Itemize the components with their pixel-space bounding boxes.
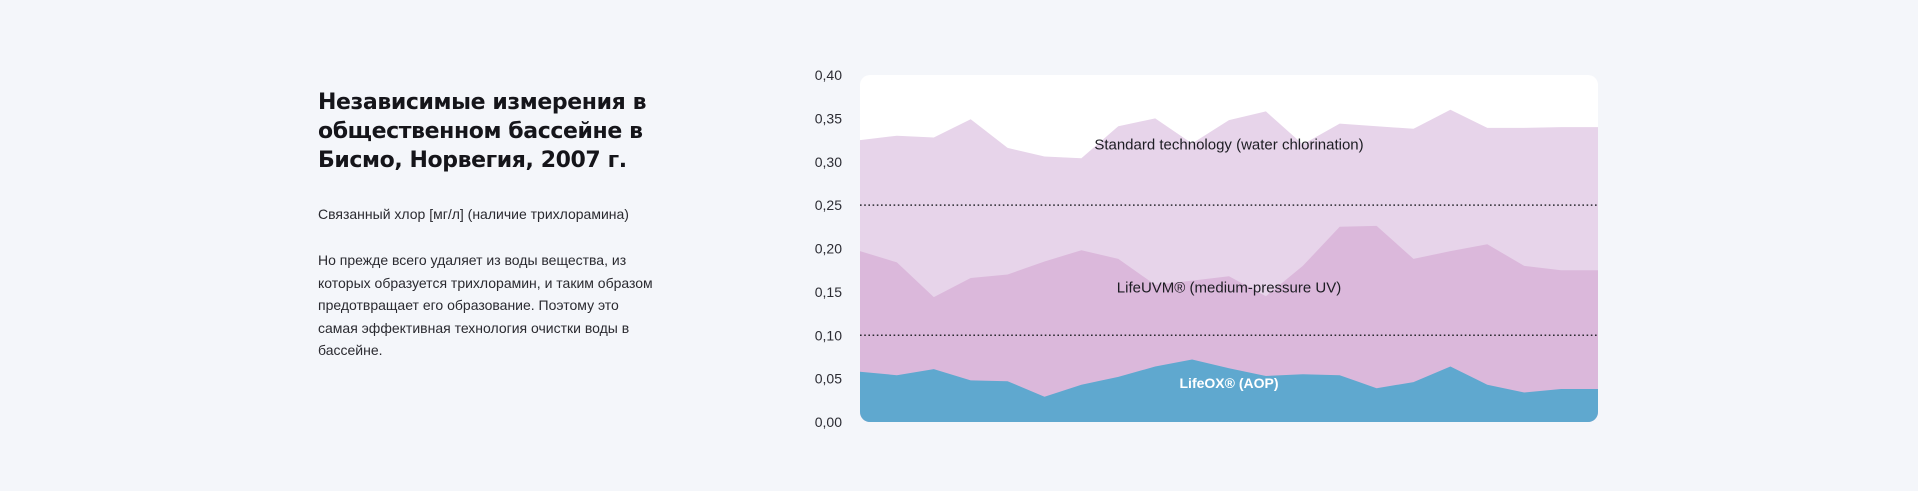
- description-text: Но прежде всего удаляет из воды вещества…: [318, 252, 653, 358]
- y-tick-label: 0,10: [815, 327, 842, 343]
- chart-container: 0,00 0,05 0,10 0,15 0,20 0,25 0,30 0,35 0,40 Sta…: [780, 60, 1620, 440]
- area-lifeox-aop: [860, 359, 1598, 422]
- y-tick-label: 0,40: [815, 67, 842, 83]
- chart-subtitle: Связанный хлор [мг/л] (наличие трихлорам…: [318, 206, 629, 222]
- series-label-lifeuvm-medium-pressure-uv: LifeUVM® (medium-pressure UV): [1117, 280, 1341, 297]
- series-label-lifeox-aop: LifeOX® (AOP): [1180, 375, 1279, 391]
- area-chart: 0,00 0,05 0,10 0,15 0,20 0,25 0,30 0,35 0,40 Sta…: [815, 67, 1598, 430]
- y-tick-label: 0,35: [815, 110, 842, 126]
- series-areas: [860, 109, 1598, 422]
- title-line: Бисмо, Норвегия, 2007 г.: [318, 148, 627, 173]
- y-tick-label: 0,20: [815, 241, 842, 257]
- reference-lines: [860, 204, 1598, 337]
- series-labels: Standard technology (water chlorination)…: [1094, 136, 1363, 391]
- y-tick-label: 0,30: [815, 154, 842, 170]
- y-tick-label: 0,15: [815, 284, 842, 300]
- y-tick-label: 0,05: [815, 371, 842, 387]
- page-title: Независимые измерения в общественном бас…: [318, 88, 658, 175]
- series-label-standard-technology-water-chlorination: Standard technology (water chlorination): [1094, 136, 1363, 153]
- title-line: общественном бассейне в: [318, 119, 643, 144]
- area-lifeuvm-medium-pressure-uv: [860, 225, 1598, 422]
- y-tick-label: 0,00: [815, 414, 842, 430]
- title-line: Независимые измерения в: [318, 90, 647, 115]
- y-axis-ticks: 0,00 0,05 0,10 0,15 0,20 0,25 0,30 0,35 0,40: [815, 67, 842, 430]
- y-tick-label: 0,25: [815, 197, 842, 213]
- text-block: Независимые измерения в общественном бас…: [318, 88, 658, 362]
